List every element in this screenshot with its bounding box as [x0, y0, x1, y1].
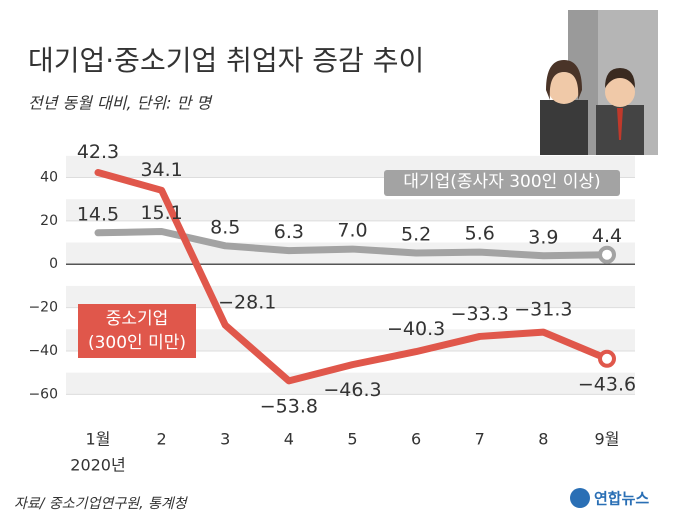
x-note: 2020년	[70, 456, 125, 475]
value-label: −40.3	[387, 318, 445, 340]
stripe	[66, 372, 635, 395]
y-tick-label: −40	[28, 343, 58, 359]
x-tick-label: 9월	[595, 430, 620, 449]
y-tick-label: 20	[40, 213, 58, 229]
value-label: 6.3	[274, 221, 304, 243]
value-label: 7.0	[337, 220, 367, 242]
illustration	[540, 10, 658, 155]
y-tick-label: −60	[28, 386, 58, 402]
source: 자료/ 중소기업연구원, 통계청	[14, 496, 189, 512]
value-label: −46.3	[323, 379, 381, 401]
value-label: 5.2	[401, 223, 431, 245]
x-tick-label: 4	[284, 430, 294, 449]
chart-title: 대기업·중소기업 취업자 증감 추이	[28, 44, 424, 77]
value-label: 15.1	[140, 202, 182, 224]
logo-icon	[570, 488, 590, 508]
x-tick-label: 5	[347, 430, 357, 449]
x-tick-label: 1월	[86, 430, 111, 449]
x-tick-label: 3	[220, 430, 230, 449]
value-label: 5.6	[465, 223, 495, 245]
value-label: −33.3	[451, 303, 509, 325]
x-tick-label: 8	[538, 430, 548, 449]
legend-entry: 중소기업 (300인 미만)	[78, 304, 196, 358]
stripe	[66, 242, 635, 265]
y-tick-label: 0	[49, 256, 58, 272]
x-tick-label: 2	[157, 430, 167, 449]
y-tick-label: −20	[28, 300, 58, 316]
value-label: −31.3	[514, 299, 572, 321]
value-label: −53.8	[260, 395, 318, 417]
value-label: −43.6	[578, 373, 636, 395]
x-tick-label: 6	[411, 430, 421, 449]
chart-subtitle: 전년 동월 대비, 단위: 만 명	[28, 94, 213, 113]
logo: 연합뉴스	[594, 490, 649, 508]
legend-entry: 대기업(종사자 300인 이상)	[384, 170, 620, 196]
x-tick-label: 7	[475, 430, 485, 449]
value-label: 8.5	[210, 216, 240, 238]
end-marker	[598, 349, 616, 368]
y-tick-label: 40	[40, 170, 58, 186]
value-label: 4.4	[592, 225, 622, 247]
end-marker	[598, 245, 616, 264]
value-label: 34.1	[140, 159, 182, 181]
stripe	[66, 199, 635, 221]
value-label: 3.9	[528, 226, 558, 248]
value-label: −28.1	[218, 292, 276, 314]
value-label: 14.5	[77, 203, 119, 225]
value-label: 42.3	[77, 141, 119, 163]
series-line	[94, 169, 611, 385]
